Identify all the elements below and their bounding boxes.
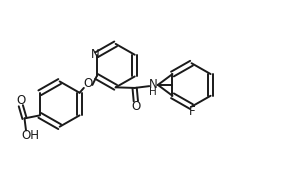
Text: O: O xyxy=(132,100,141,113)
Text: OH: OH xyxy=(21,129,39,142)
Text: O: O xyxy=(84,77,93,90)
Text: H: H xyxy=(149,87,157,97)
Text: N: N xyxy=(91,48,100,61)
Text: F: F xyxy=(189,105,196,118)
Text: N: N xyxy=(149,78,158,91)
Text: O: O xyxy=(16,94,25,107)
